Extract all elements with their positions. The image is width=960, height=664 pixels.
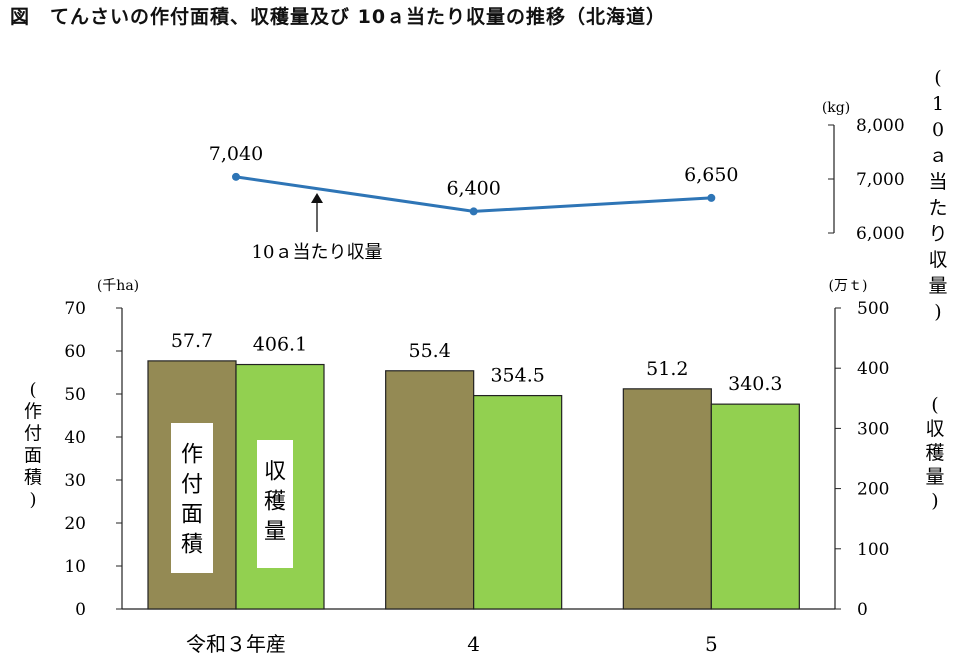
yield-data-label: 6,650	[684, 164, 738, 186]
line-y-axis-title-char: た	[928, 197, 947, 219]
left-y-unit: (千ha)	[97, 278, 139, 294]
line-y-axis-title-char: ａ	[928, 145, 947, 167]
right-y-axis-title-char: 穫	[925, 442, 944, 464]
right-y-tick-label: 500	[857, 299, 889, 319]
area-data-label: 51.2	[646, 358, 688, 380]
harvest-bar	[710, 403, 800, 610]
left-y-axis-title-char: 付	[24, 424, 42, 445]
left-y-tick-label: 50	[64, 385, 86, 405]
harvest-data-label: 354.5	[490, 365, 544, 387]
harvest-bar	[473, 394, 563, 610]
area-legend-box	[171, 423, 213, 573]
line-y-axis-title-char: 量	[928, 275, 947, 297]
line-y-tick-label: 8,000	[856, 116, 905, 136]
left-y-tick-label: 30	[64, 471, 86, 491]
left-y-axis-title: (作付面積)	[24, 380, 42, 511]
yield-point	[707, 193, 716, 202]
line-y-axis-title-char: (	[934, 67, 941, 89]
chart-title: 図 てんさいの作付面積、収穫量及び 10ａ当たり収量の推移（北海道）	[10, 6, 667, 28]
left-y-axis-title-char: )	[29, 490, 36, 511]
harvest-legend-label: 収穫量	[264, 460, 286, 545]
left-y-tick-label: 40	[64, 428, 86, 448]
line-y-unit: (kg)	[822, 100, 850, 116]
right-y-tick-label: 100	[857, 540, 889, 560]
area-legend-label-char: 付	[181, 473, 203, 498]
left-y-tick-label: 20	[64, 514, 86, 534]
harvest-legend-box	[257, 440, 293, 568]
yield-data-label: 6,400	[446, 177, 500, 199]
line-y-axis-title-char: )	[934, 301, 941, 323]
yield-point	[469, 207, 478, 216]
area-legend-label-char: 面	[181, 503, 203, 528]
area-legend-label: 作付面積	[181, 443, 203, 558]
right-y-unit: (万ｔ)	[829, 278, 868, 294]
right-y-axis-title-char: )	[931, 490, 938, 512]
left-y-axis-title-char: 面	[24, 446, 42, 467]
line-y-tick-label: 6,000	[856, 224, 905, 244]
right-y-tick-label: 400	[857, 359, 889, 379]
right-y-axis-title-char: 量	[925, 466, 944, 488]
harvest-legend-label-char: 穫	[264, 490, 286, 515]
annotation-arrowhead	[311, 193, 323, 203]
right-y-tick-label: 0	[857, 600, 868, 620]
line-y-axis-title: (1 0 ａ当たり収量)	[928, 67, 947, 323]
x-category-label: 5	[705, 632, 718, 656]
harvest-data-label: 340.3	[728, 373, 782, 395]
right-y-axis-title: (収穫量)	[925, 394, 944, 512]
area-data-label: 55.4	[409, 340, 451, 362]
harvest-data-label: 406.1	[253, 334, 307, 356]
x-category-label: 4	[467, 632, 480, 656]
right-y-axis-title-char: (	[931, 394, 938, 416]
line-y-axis-title-char: 1	[932, 93, 944, 115]
area-data-label: 57.7	[171, 330, 213, 352]
area-legend-label-char: 作	[181, 443, 203, 468]
left-y-axis-title-char: (	[29, 380, 36, 401]
left-y-tick-label: 60	[64, 342, 86, 362]
right-y-axis-title-char: 収	[925, 418, 944, 440]
line-y-axis-title-char: 収	[928, 249, 947, 271]
line-y-axis-title-char: 0	[932, 119, 944, 141]
yield-point	[232, 172, 240, 181]
left-y-tick-label: 0	[75, 600, 86, 620]
harvest-legend-label-char: 量	[264, 520, 286, 545]
line-y-axis-title-char: り	[928, 223, 947, 245]
right-y-tick-label: 300	[857, 419, 889, 439]
area-legend-label-char: 積	[181, 533, 203, 558]
x-category-label: 令和３年産	[186, 632, 286, 656]
line-y-tick-label: 7,000	[856, 170, 905, 190]
area-bar	[385, 370, 475, 610]
right-y-tick-label: 200	[857, 480, 889, 500]
left-y-tick-label: 70	[64, 299, 86, 319]
left-y-tick-label: 10	[64, 557, 86, 577]
harvest-legend-label-char: 収	[264, 460, 286, 485]
yield-data-label: 7,040	[209, 143, 263, 165]
left-y-axis-title-char: 積	[24, 468, 42, 489]
left-y-axis-title-char: 作	[24, 402, 42, 423]
line-annotation-label: 10ａ当たり収量	[252, 242, 383, 263]
line-y-axis-title-char: 当	[928, 171, 947, 193]
area-bar	[622, 388, 712, 610]
